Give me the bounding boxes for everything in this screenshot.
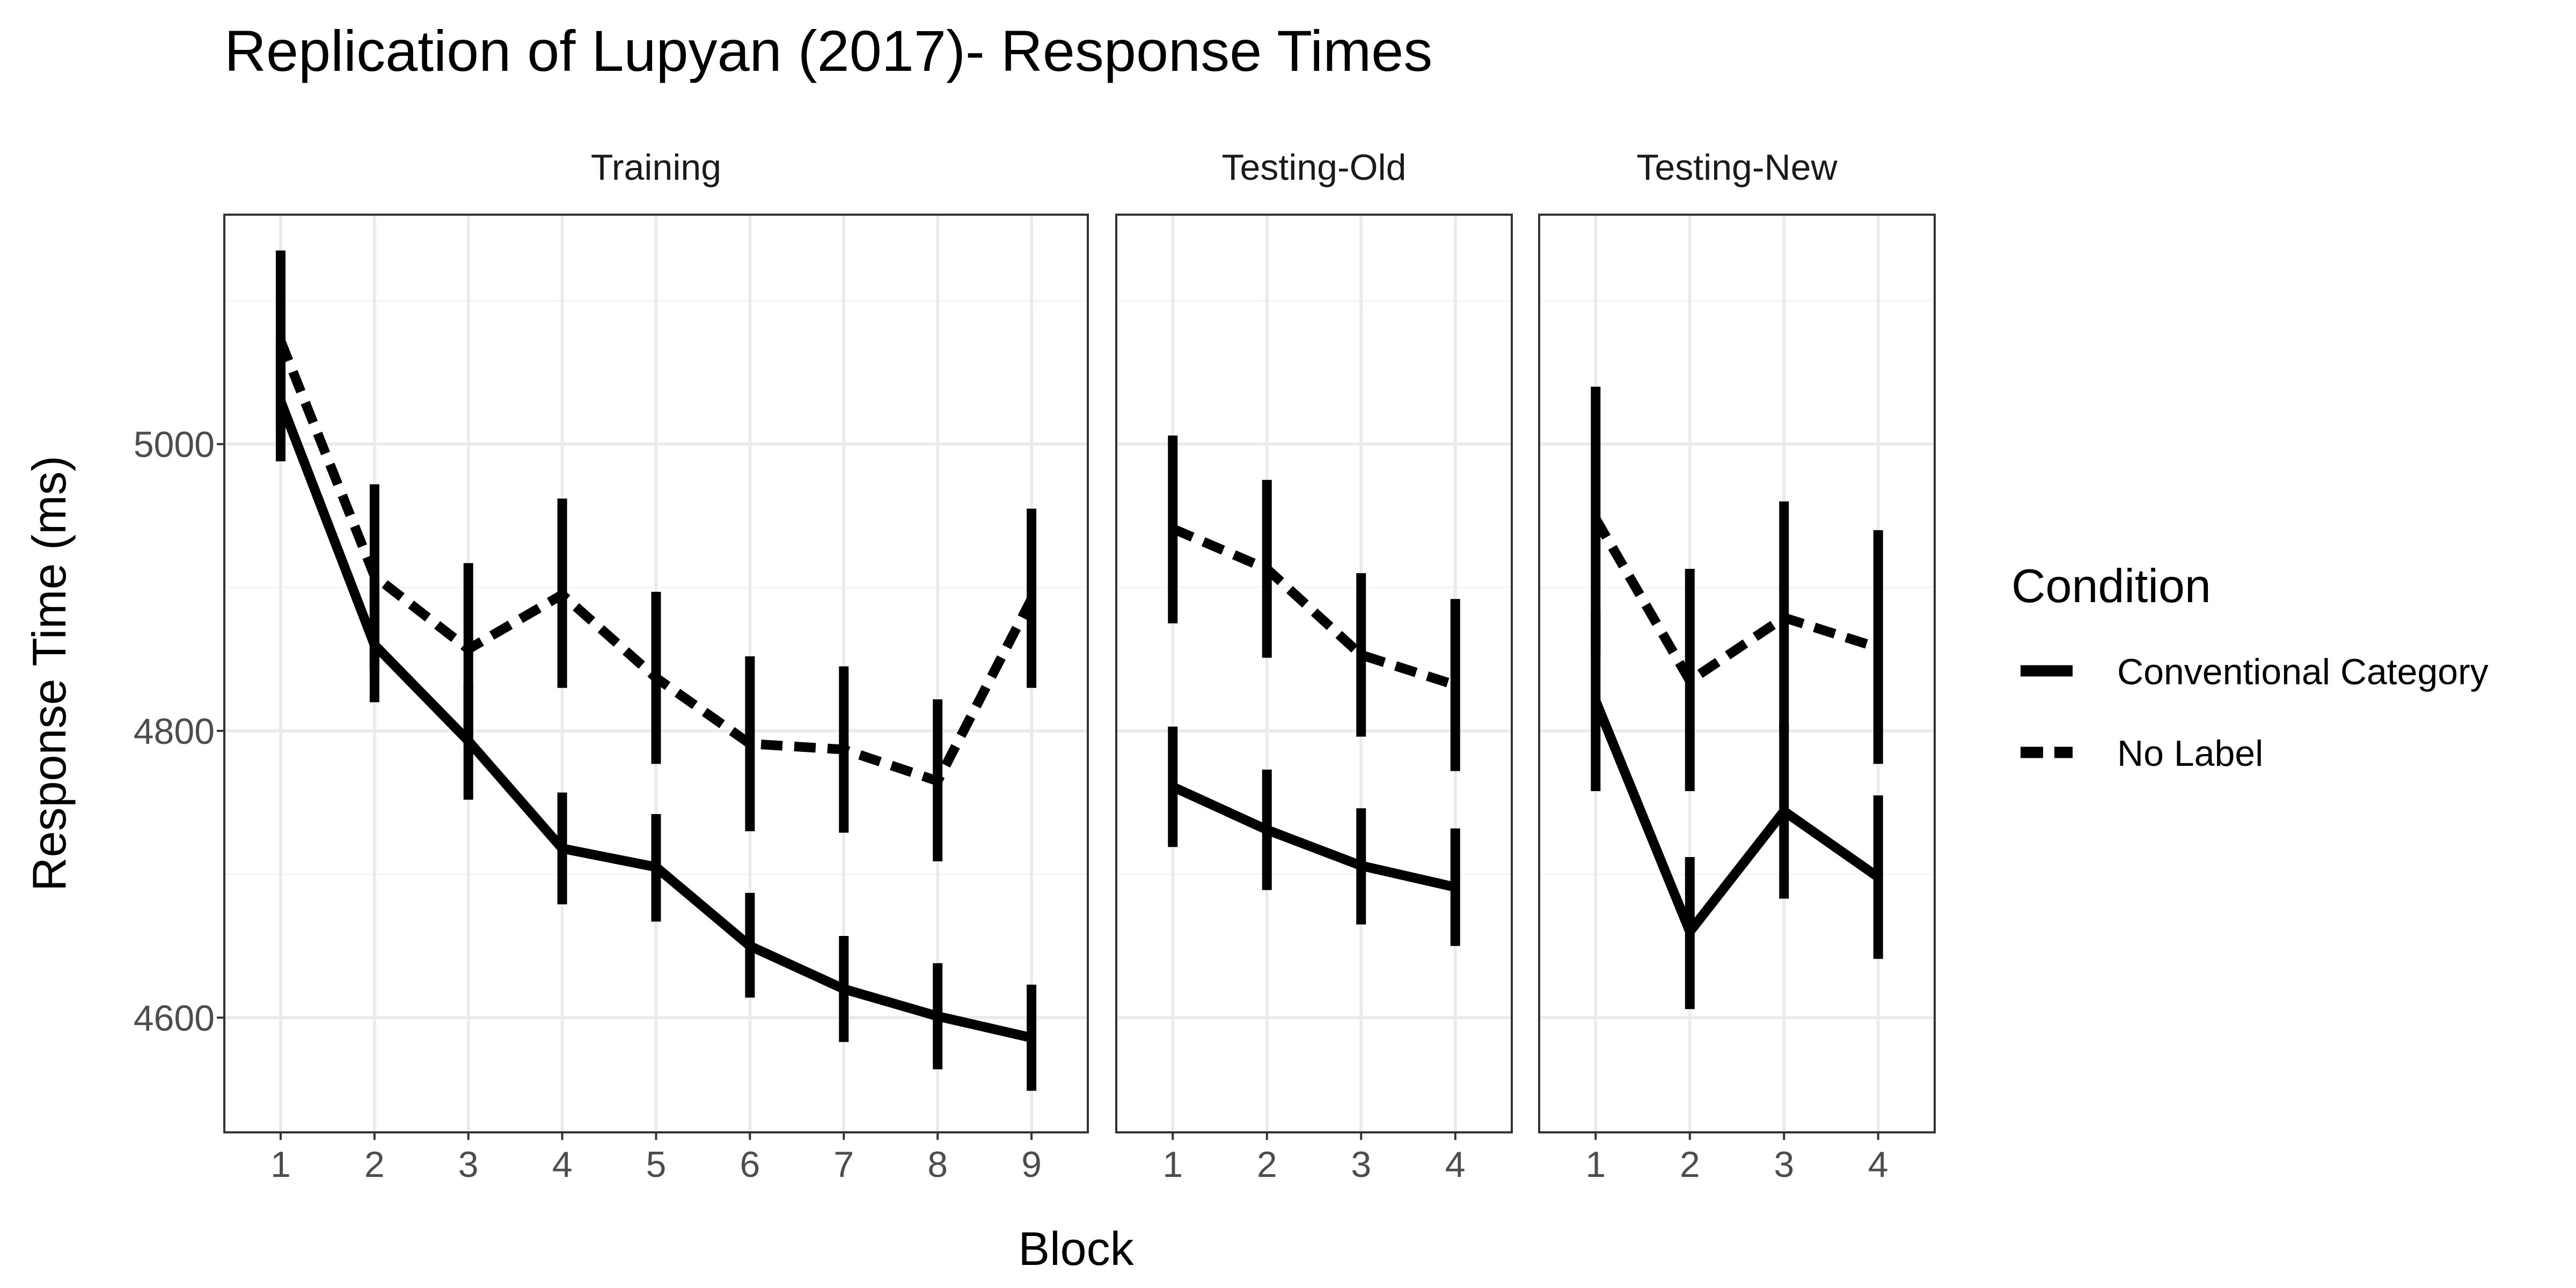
panel-testing-old: Testing-Old 1 2 3 4 [1115, 147, 1513, 1185]
x-tick-label: 3 [1351, 1144, 1371, 1185]
x-tick-label: 2 [1257, 1144, 1277, 1185]
legend-label-no-label: No Label [2117, 733, 2263, 774]
chart-title: Replication of Lupyan (2017)- Response T… [224, 18, 1432, 83]
x-tick-label: 2 [1680, 1144, 1700, 1185]
panel-testing-new: Testing-New 1 2 3 4 [1538, 147, 1936, 1185]
x-tick-label: 3 [1774, 1144, 1794, 1185]
series-line [1591, 516, 1880, 686]
x-tick-label: 7 [833, 1144, 854, 1185]
panel-strip-label: Testing-Old [1222, 147, 1407, 188]
x-tick-label: 6 [740, 1144, 760, 1185]
y-tick-label: 4600 [134, 998, 215, 1038]
y-axis-title: Response Time (ms) [23, 456, 76, 891]
series-line [1170, 782, 1457, 892]
panel-training: Training 1 2 3 4 5 6 7 8 9 [223, 147, 1089, 1185]
x-tick-label: 5 [646, 1144, 667, 1185]
panel-border [1115, 214, 1513, 1133]
x-tick-label: 2 [364, 1144, 385, 1185]
panel-strip-label: Testing-New [1636, 147, 1838, 188]
series-conventional-category [1168, 726, 1460, 946]
x-tick-label: 3 [458, 1144, 479, 1185]
series-no-label [275, 250, 1037, 862]
legend-label-conventional-category: Conventional Category [2117, 652, 2489, 692]
x-tick-label: 1 [270, 1144, 291, 1185]
panel-strip-label: Training [591, 147, 721, 188]
x-tick-label: 9 [1021, 1144, 1042, 1185]
legend: Condition Conventional Category No Label [2011, 559, 2489, 774]
x-tick-label: 4 [1868, 1144, 1889, 1185]
x-tick-label: 1 [1162, 1144, 1183, 1185]
y-tick-label: 4800 [134, 711, 215, 752]
x-tick-label: 4 [1445, 1144, 1466, 1185]
x-axis-title: Block [1018, 1222, 1134, 1275]
panel-border [1538, 214, 1936, 1133]
x-tick-label: 1 [1585, 1144, 1606, 1185]
x-tick-label: 8 [927, 1144, 948, 1185]
series-line [1591, 699, 1881, 936]
y-tick-label: 5000 [134, 425, 215, 465]
series-line [1170, 524, 1457, 690]
y-axis: 4600 4800 5000 [134, 425, 224, 1038]
series-no-label [1591, 386, 1883, 792]
series-no-label [1168, 435, 1460, 771]
x-tick-label: 4 [552, 1144, 573, 1185]
legend-title: Condition [2011, 559, 2211, 612]
